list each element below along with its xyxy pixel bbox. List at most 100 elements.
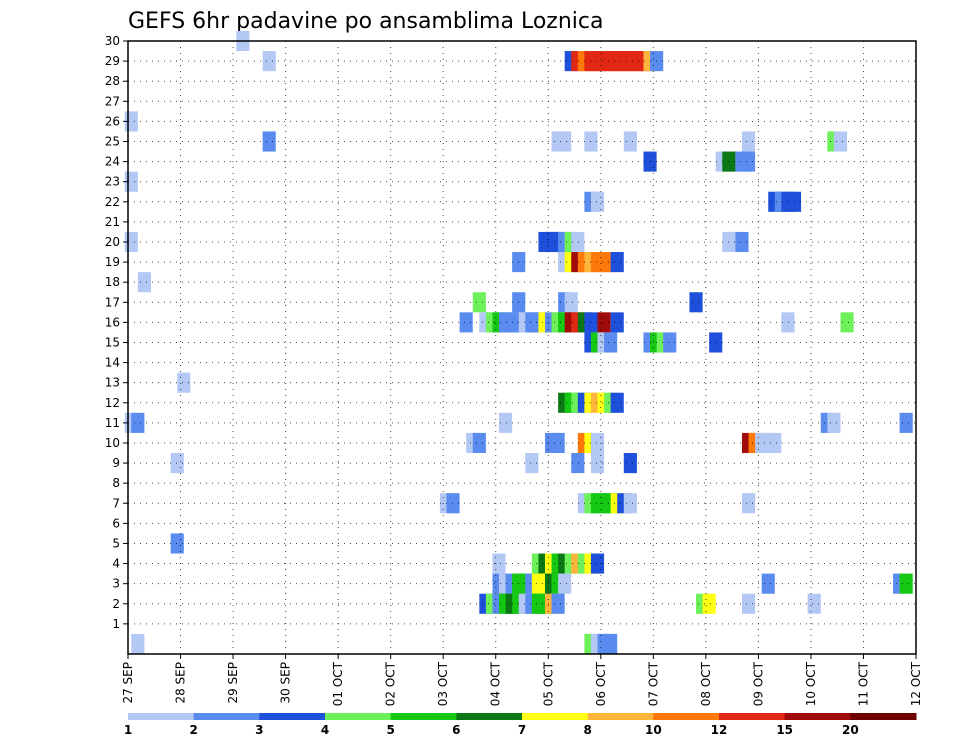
heatmap-cell xyxy=(604,633,618,654)
x-tick-label: 29 SEP xyxy=(226,662,240,704)
y-tick-label: 10 xyxy=(105,436,120,450)
gridlines xyxy=(128,40,916,654)
heatmap-cell xyxy=(571,453,585,474)
heatmap-cell xyxy=(623,131,637,152)
heatmap-cell xyxy=(446,493,460,514)
y-tick-label: 30 xyxy=(105,34,120,48)
colorbar-swatch xyxy=(325,713,392,720)
plot-frame xyxy=(127,40,917,655)
heatmap-cell xyxy=(741,131,756,152)
x-tick-label: 09 OCT xyxy=(751,661,765,706)
colorbar-swatch xyxy=(259,713,326,720)
heatmap-cell xyxy=(623,493,637,514)
heatmap-cell xyxy=(610,392,624,413)
y-tick-label: 20 xyxy=(105,235,120,249)
colorbar-swatch xyxy=(784,713,851,720)
colorbar-label: 8 xyxy=(583,723,591,737)
heatmap-cell xyxy=(131,633,145,654)
x-tick-label: 01 OCT xyxy=(331,661,345,706)
x-tick-label: 06 OCT xyxy=(594,661,608,706)
y-tick-label: 5 xyxy=(112,536,120,550)
heatmap-cell xyxy=(702,593,716,614)
colorbar-swatch xyxy=(587,713,654,720)
heatmap-cell xyxy=(262,131,276,152)
y-tick-label: 24 xyxy=(105,155,120,169)
heatmap-cell xyxy=(551,432,565,454)
colorbar-label: 4 xyxy=(321,723,329,737)
heatmap-cell xyxy=(590,191,605,212)
y-tick-label: 26 xyxy=(105,114,120,128)
heatmap-cell xyxy=(741,593,756,614)
heatmap-cell xyxy=(492,553,506,574)
colorbar-swatch xyxy=(850,713,917,720)
x-tick-label: 11 OCT xyxy=(856,661,870,706)
y-tick-label: 14 xyxy=(105,356,120,370)
heatmap-cell xyxy=(472,292,486,313)
colorbar-swatch xyxy=(128,713,195,720)
heatmap-cell xyxy=(610,252,624,273)
heatmap-cell xyxy=(833,131,848,152)
colorbar-label: 2 xyxy=(189,723,197,737)
heatmap-cell xyxy=(768,432,782,454)
heatmap-cell xyxy=(131,412,145,433)
x-tick-label: 30 SEP xyxy=(279,662,293,704)
y-tick-label: 6 xyxy=(112,516,120,530)
colorbar-swatch xyxy=(522,713,589,720)
colorbar-label: 20 xyxy=(842,723,859,737)
heatmap-cell xyxy=(623,453,637,474)
colorbar-label: 6 xyxy=(452,723,460,737)
heatmap-cell xyxy=(604,332,618,353)
heatmap-cell xyxy=(558,573,572,594)
heatmap-cell xyxy=(689,292,703,313)
y-tick-label: 3 xyxy=(112,577,120,591)
heatmap-cell xyxy=(709,332,723,353)
y-tick-label: 23 xyxy=(105,175,120,189)
y-tick-label: 11 xyxy=(105,416,120,430)
x-tick-label: 12 OCT xyxy=(909,661,923,706)
x-tick-label: 28 SEP xyxy=(174,662,188,704)
heatmap-cell xyxy=(170,533,184,554)
colorbar-label: 1 xyxy=(124,723,132,737)
heatmap-cell xyxy=(741,493,756,514)
colorbar-swatch xyxy=(653,713,720,720)
heatmap-cell xyxy=(735,231,749,253)
y-tick-label: 15 xyxy=(105,335,120,349)
heatmap-cell xyxy=(590,453,605,474)
heatmap-cell xyxy=(590,553,605,574)
heatmap-cell xyxy=(170,453,184,474)
heatmap-cell xyxy=(840,312,854,333)
colorbar-swatch xyxy=(456,713,523,720)
x-tick-label: 05 OCT xyxy=(541,661,555,706)
y-tick-label: 8 xyxy=(112,476,120,490)
y-tick-label: 12 xyxy=(105,396,120,410)
y-tick-label: 19 xyxy=(105,255,120,269)
y-tick-label: 21 xyxy=(105,215,120,229)
heatmap-cell xyxy=(551,593,565,614)
x-axis: 27 SEP 28 SEP 29 SEP 30 SEP 01 OCT 02 OCT 03 O… xyxy=(121,654,923,706)
heatmap-cell xyxy=(137,272,151,293)
heatmap-cell xyxy=(899,573,913,594)
heatmap-cell xyxy=(610,312,624,333)
heatmap-cell xyxy=(564,292,578,313)
heatmap-cell xyxy=(663,332,677,353)
colorbar-label: 12 xyxy=(711,723,728,737)
y-tick-label: 25 xyxy=(105,134,120,148)
heatmap-cell xyxy=(761,573,775,594)
y-tick-label: 28 xyxy=(105,74,120,88)
x-tick-label: 04 OCT xyxy=(489,661,503,706)
colorbar-label: 3 xyxy=(255,723,263,737)
y-axis: 1234567891011121314151617181920212223242… xyxy=(105,34,128,631)
heatmap-cell xyxy=(262,51,276,72)
colorbar-label: 7 xyxy=(518,723,526,737)
heatmap-cell xyxy=(459,312,473,333)
x-tick-label: 02 OCT xyxy=(384,661,398,706)
heatmap-cell xyxy=(571,231,585,253)
heatmap-cell xyxy=(899,412,913,433)
y-tick-label: 29 xyxy=(105,54,120,68)
x-tick-label: 27 SEP xyxy=(121,662,135,704)
y-tick-label: 1 xyxy=(112,617,120,631)
y-tick-label: 22 xyxy=(105,195,120,209)
x-tick-label: 08 OCT xyxy=(699,661,713,706)
y-tick-label: 9 xyxy=(112,456,120,470)
